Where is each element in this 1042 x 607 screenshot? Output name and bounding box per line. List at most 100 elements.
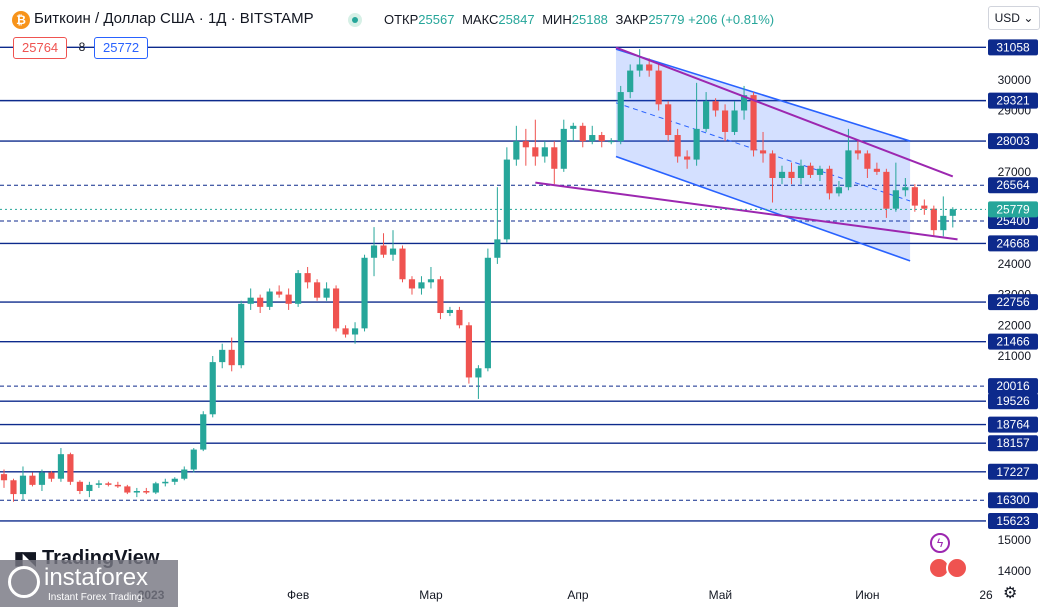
candle-body-0 [0, 474, 8, 481]
candle-body-16 [152, 483, 159, 493]
candle-body-48 [456, 309, 463, 326]
buy-price-button[interactable]: 25772 [94, 37, 149, 59]
level-label-3: 26564 [996, 178, 1030, 192]
candle-body-72 [684, 156, 691, 160]
low-label: МИН [542, 12, 572, 27]
candle-body-51 [484, 257, 491, 369]
instaforex-watermark: instaforex Instant Forex Trading [0, 560, 178, 607]
candle-body-46 [437, 279, 444, 314]
level-label-14: 15623 [996, 514, 1030, 528]
candle-body-69 [655, 70, 662, 105]
high-value: 25847 [498, 12, 535, 27]
spread-value: 8 [78, 40, 86, 54]
candle-body-35 [332, 288, 340, 329]
candle-body-85 [807, 165, 814, 175]
candle-body-100 [949, 209, 956, 216]
candle-body-67 [636, 64, 643, 71]
candle-body-80 [759, 150, 767, 154]
candle-body-30 [285, 294, 292, 304]
candle-body-24 [228, 349, 235, 366]
x-tick-label-5: Июн [855, 588, 879, 602]
level-label-bg-9 [988, 393, 1038, 410]
level-label-0: 31058 [996, 40, 1030, 54]
candle-body-97 [921, 205, 928, 209]
candle-body-20 [190, 449, 197, 470]
candle-body-38 [361, 257, 368, 329]
candle-body-73 [693, 128, 700, 160]
candle-body-94 [892, 190, 899, 209]
level-label-bg-8 [988, 378, 1038, 395]
candle-body-65 [617, 92, 624, 142]
candle-body-91 [864, 153, 871, 169]
currency-dropdown[interactable]: USD ⌄ [988, 6, 1040, 30]
candle-body-93 [883, 171, 890, 209]
candle-body-17 [162, 481, 169, 484]
candle-body-32 [304, 273, 311, 283]
candle-body-88 [835, 187, 843, 194]
candle-body-47 [446, 309, 454, 314]
candle-body-39 [370, 245, 378, 258]
candle-body-11 [105, 483, 112, 485]
level-label-bg-7 [988, 333, 1038, 350]
level-label-9: 19526 [996, 394, 1030, 408]
candle-body-89 [845, 150, 852, 188]
level-label-bg-5 [988, 235, 1038, 252]
candle-body-50 [475, 368, 482, 378]
level-label-4: 25400 [996, 214, 1030, 228]
us-flag-icon-2[interactable] [946, 557, 968, 579]
candle-body-75 [712, 101, 719, 111]
level-label-13: 16300 [996, 493, 1030, 507]
sell-price-button[interactable]: 25764 [13, 37, 68, 59]
candle-body-1 [10, 480, 17, 495]
settings-gear-icon[interactable]: ⚙ [1003, 585, 1018, 602]
candle-body-49 [465, 325, 472, 378]
candle-body-12 [114, 484, 121, 487]
candle-body-18 [171, 478, 178, 482]
candle-body-66 [627, 70, 634, 93]
candle-body-54 [513, 141, 520, 160]
candle-body-55 [522, 141, 529, 148]
candle-body-82 [778, 171, 786, 178]
candle-body-8 [76, 481, 83, 492]
lightning-icon[interactable]: ϟ [930, 533, 950, 553]
candle-body-71 [674, 135, 681, 157]
level-label-6: 22756 [996, 295, 1030, 309]
x-tick-label-3: Апр [567, 588, 589, 602]
y-tick-label-9: 14000 [998, 564, 1032, 578]
candle-body-23 [219, 349, 226, 363]
candle-body-77 [731, 110, 738, 132]
y-tick-label-7: 21000 [998, 349, 1032, 363]
y-tick-label-4: 24000 [998, 257, 1032, 271]
candle-body-13 [124, 486, 131, 493]
symbol-title[interactable]: Биткоин / Доллар США · 1Д · BITSTAMP [34, 10, 314, 27]
level-label-bg-2 [988, 133, 1038, 150]
candle-body-5 [48, 472, 55, 479]
candle-body-83 [788, 171, 795, 178]
candle-body-31 [295, 273, 302, 304]
candle-body-36 [342, 328, 349, 335]
candle-body-60 [570, 125, 577, 129]
candle-body-59 [560, 128, 567, 169]
candle-body-10 [95, 483, 102, 485]
candle-body-22 [209, 362, 216, 415]
channel-lower-line [615, 155, 911, 262]
instaforex-name: instaforex [44, 564, 149, 591]
level-label-bg-13 [988, 492, 1038, 509]
candle-body-33 [314, 282, 321, 298]
candle-body-15 [143, 491, 150, 493]
x-tick-label-4: Май [709, 588, 733, 602]
close-label: ЗАКР [615, 12, 649, 27]
ohlc-legend: ОТКР25567 МАКС25847 МИН25188 ЗАКР25779 +… [380, 12, 774, 27]
y-tick-label-1: 30000 [998, 73, 1032, 87]
candle-body-62 [589, 135, 596, 142]
candle-body-45 [427, 279, 435, 283]
candle-body-34 [323, 288, 330, 298]
level-label-bg-1 [988, 92, 1038, 109]
candle-body-86 [816, 168, 824, 175]
candle-body-98 [930, 208, 937, 231]
y-tick-label-3: 27000 [998, 165, 1032, 179]
instaforex-logo-icon [8, 566, 40, 598]
high-label: МАКС [462, 12, 499, 27]
candle-body-9 [86, 484, 93, 492]
candle-body-40 [380, 245, 387, 255]
